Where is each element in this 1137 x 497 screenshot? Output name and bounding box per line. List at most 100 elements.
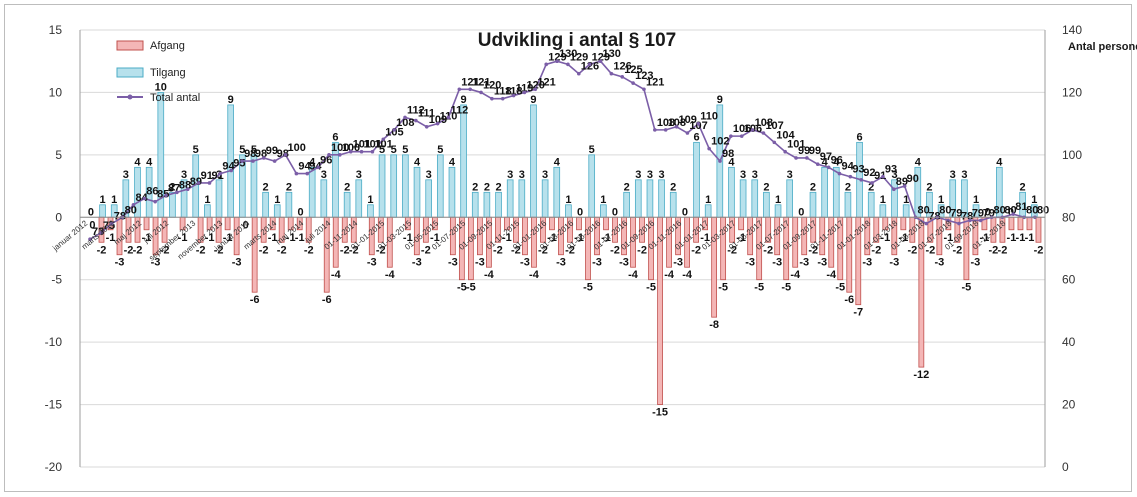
tilgang-bar	[774, 204, 782, 218]
afgang-data-label: -2	[538, 244, 548, 256]
total-data-label: 80	[939, 204, 951, 216]
total-data-label: 118	[505, 86, 523, 98]
afgang-data-label: -1	[980, 232, 990, 244]
afgang-data-label: -6	[844, 294, 854, 306]
tilgang-bar	[844, 191, 852, 218]
tilgang-bar	[809, 191, 817, 218]
tilgang-data-label: 1	[367, 194, 373, 206]
tilgang-data-label: 1	[1031, 194, 1037, 206]
tilgang-bar	[413, 166, 421, 218]
total-point	[316, 165, 320, 170]
tilgang-bar	[669, 191, 677, 218]
tilgang-bar	[448, 166, 456, 218]
total-data-label: 108	[657, 117, 675, 129]
total-data-label: 108	[668, 117, 686, 129]
total-data-label: 91	[874, 170, 886, 182]
total-point	[685, 131, 690, 135]
tilgang-data-label: 2	[263, 181, 269, 193]
tilgang-data-label: 2	[624, 181, 630, 193]
tilgang-data-label: 2	[868, 181, 874, 193]
afgang-data-label: -2	[989, 244, 999, 256]
total-point	[218, 171, 223, 176]
total-data-label: 78	[114, 211, 126, 223]
tilgang-bar	[530, 104, 537, 218]
total-line	[89, 60, 1035, 240]
afgang-data-label: -1	[574, 232, 584, 244]
total-point	[642, 87, 646, 92]
total-data-label: 112	[450, 104, 468, 116]
afgang-data-label: -1	[286, 232, 296, 244]
legend-afgang-label: Afgang	[150, 40, 185, 52]
tilgang-data-label: 1	[973, 194, 979, 206]
afgang-bar	[900, 216, 907, 231]
tilgang-data-label: 4	[728, 156, 735, 168]
tilgang-data-label: 0	[297, 206, 303, 218]
tilgang-bar	[704, 204, 712, 218]
tilgang-data-label: 3	[123, 169, 129, 181]
tilgang-data-label: 1	[880, 194, 886, 206]
tilgang-data-label: 4	[554, 156, 561, 168]
afgang-bar	[738, 216, 745, 231]
tilgang-bar	[285, 191, 293, 218]
total-point	[718, 159, 722, 163]
tilgang-data-label: 2	[495, 181, 501, 193]
tilgang-data-label: 3	[542, 169, 548, 181]
tilgang-data-label: 1	[204, 194, 210, 206]
afgang-data-label: -2	[763, 244, 773, 256]
tilgang-data-label: 2	[169, 181, 175, 193]
afgang-data-label: -1	[898, 232, 908, 244]
tilgang-data-label: 9	[530, 94, 536, 106]
tilgang-data-label: 3	[647, 169, 653, 181]
afgang-data-label: -2	[610, 244, 620, 256]
tilgang-bar	[262, 191, 269, 218]
tilgang-bar	[367, 204, 374, 218]
y-left-tick-label: -15	[45, 398, 63, 412]
total-point	[848, 174, 853, 179]
afgang-data-label: -5	[457, 282, 467, 294]
tilgang-bar	[320, 179, 328, 218]
tilgang-bar	[355, 179, 363, 218]
total-point	[359, 149, 364, 154]
total-point	[739, 134, 744, 138]
afgang-data-label: -4	[385, 269, 396, 281]
tilgang-data-label: 0	[612, 206, 618, 218]
total-point	[142, 196, 147, 201]
total-point	[881, 174, 885, 179]
tilgang-data-label: 5	[379, 144, 385, 156]
tilgang-bar	[169, 191, 176, 218]
total-point	[88, 237, 92, 241]
total-point	[566, 62, 570, 67]
total-point	[609, 71, 614, 76]
afgang-data-label: -3	[151, 257, 161, 269]
afgang-data-label: -3	[232, 257, 242, 269]
total-point	[674, 124, 679, 129]
afgang-data-label: -5	[718, 282, 728, 294]
tilgang-data-label: 4	[915, 156, 922, 168]
tilgang-data-label: 3	[635, 169, 641, 181]
total-point	[946, 218, 950, 223]
tilgang-data-label: 1	[903, 194, 909, 206]
total-data-label: 91	[201, 170, 213, 182]
total-point	[837, 171, 842, 176]
total-data-label: 78	[928, 211, 940, 223]
afgang-data-label: -6	[250, 294, 260, 306]
total-point	[240, 159, 244, 163]
afgang-data-label: -1	[943, 232, 953, 244]
total-data-label: 80	[918, 204, 930, 216]
total-point	[522, 90, 527, 95]
total-point	[696, 121, 701, 126]
afgang-data-label: -2	[277, 244, 287, 256]
tilgang-data-label: 2	[926, 181, 932, 193]
tilgang-data-label: 3	[891, 169, 897, 181]
afgang-data-label: -2	[340, 244, 350, 256]
afgang-data-label: -4	[682, 269, 693, 281]
total-point	[381, 137, 386, 142]
tilgang-data-label: 3	[659, 169, 665, 181]
total-data-label: 100	[331, 142, 349, 154]
tilgang-data-label: 1	[705, 194, 711, 206]
afgang-data-label: -2	[565, 244, 575, 256]
afgang-data-label: -3	[799, 257, 809, 269]
afgang-data-label: -3	[556, 257, 566, 269]
afgang-data-label: -2	[196, 244, 206, 256]
tilgang-data-label: 3	[356, 169, 362, 181]
